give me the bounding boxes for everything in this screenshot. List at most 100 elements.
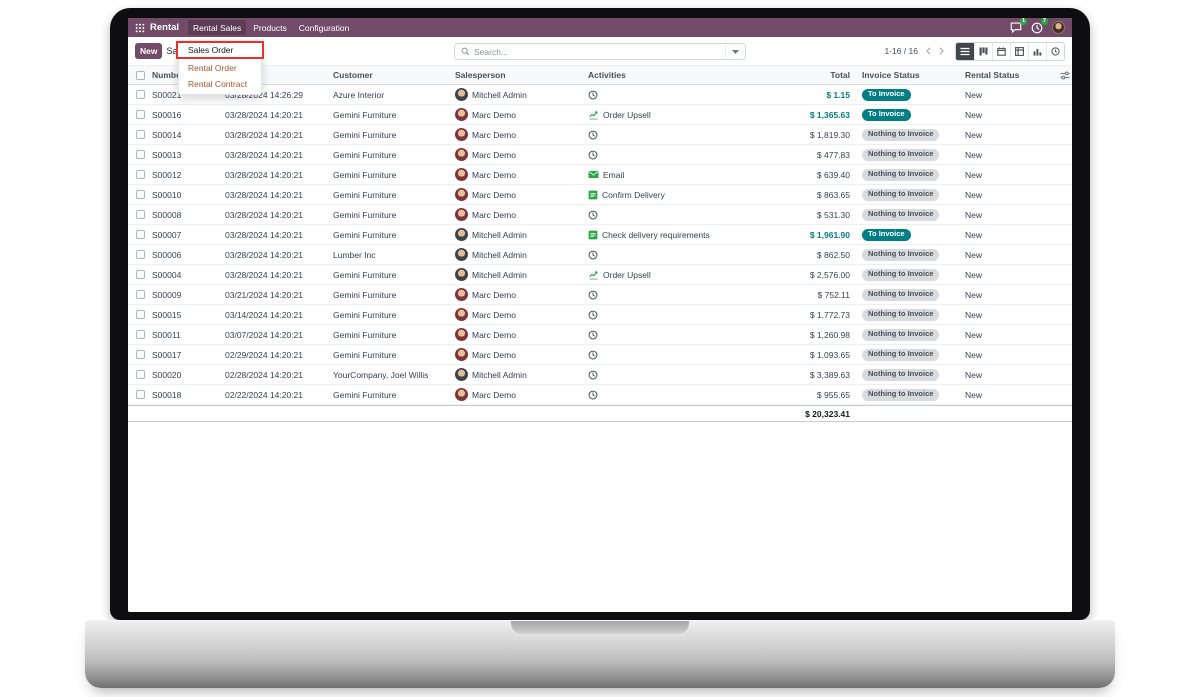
menu-products[interactable]: Products: [253, 22, 287, 33]
salesperson-name: Marc Demo: [472, 129, 516, 140]
dropdown-item-sales-order[interactable]: Sales Order: [176, 41, 264, 59]
customer-name: Gemini Furniture: [333, 329, 397, 340]
row-checkbox[interactable]: [136, 290, 145, 299]
table-row[interactable]: S00010 03/28/2024 14:20:21 Gemini Furnit…: [128, 185, 1072, 205]
row-checkbox[interactable]: [136, 170, 145, 179]
invoice-status-badge: Nothing to Invoice: [862, 168, 940, 181]
clock-icon[interactable]: [588, 370, 598, 380]
row-checkbox[interactable]: [136, 110, 145, 119]
row-checkbox[interactable]: [136, 90, 145, 99]
order-date: 02/22/2024 14:20:21: [225, 389, 303, 400]
header-total[interactable]: Total: [830, 70, 850, 80]
clock-icon[interactable]: [588, 150, 598, 160]
header-salesperson[interactable]: Salesperson: [455, 70, 506, 80]
dropdown-item-rental-order[interactable]: Rental Order: [188, 63, 237, 73]
row-checkbox[interactable]: [136, 250, 145, 259]
activities-icon[interactable]: 7: [1031, 18, 1048, 34]
app-brand[interactable]: Rental: [150, 22, 180, 33]
table-row[interactable]: S00011 03/07/2024 14:20:21 Gemini Furnit…: [128, 325, 1072, 345]
user-avatar[interactable]: [1052, 21, 1065, 34]
table-row[interactable]: S00012 03/28/2024 14:20:21 Gemini Furnit…: [128, 165, 1072, 185]
messages-icon[interactable]: 1: [1010, 18, 1027, 33]
clock-icon[interactable]: [588, 90, 598, 100]
email-icon[interactable]: [588, 170, 599, 179]
new-button[interactable]: New: [135, 43, 163, 59]
customer-name: Gemini Furniture: [333, 269, 397, 280]
graph-view-button[interactable]: [1028, 42, 1046, 60]
adjust-columns-icon[interactable]: [1058, 71, 1072, 80]
row-checkbox[interactable]: [136, 310, 145, 319]
main-menu: Rental Sales Products Configuration: [188, 20, 354, 35]
row-checkbox[interactable]: [136, 350, 145, 359]
clock-icon[interactable]: [588, 330, 598, 340]
table-row[interactable]: S00017 02/29/2024 14:20:21 Gemini Furnit…: [128, 345, 1072, 365]
invoice-status-badge: Nothing to Invoice: [862, 288, 940, 301]
search-input[interactable]: [474, 46, 721, 57]
menu-configuration[interactable]: Configuration: [298, 22, 350, 33]
clock-icon[interactable]: [588, 390, 598, 400]
table-row[interactable]: S00009 03/21/2024 14:20:21 Gemini Furnit…: [128, 285, 1072, 305]
row-checkbox[interactable]: [136, 130, 145, 139]
header-number[interactable]: Number: [152, 70, 185, 80]
order-total: $ 1,961.90: [809, 229, 850, 240]
table-row[interactable]: S00020 02/28/2024 14:20:21 YourCompany, …: [128, 365, 1072, 385]
table-row[interactable]: S00008 03/28/2024 14:20:21 Gemini Furnit…: [128, 205, 1072, 225]
footer-total: $ 20,323.41: [805, 408, 850, 419]
clock-icon[interactable]: [588, 310, 598, 320]
salesperson-name: Marc Demo: [472, 329, 516, 340]
dropdown-item-rental-contract[interactable]: Rental Contract: [188, 79, 248, 89]
table-row[interactable]: S00006 03/28/2024 14:20:21 Lumber Inc Mi…: [128, 245, 1072, 265]
row-checkbox[interactable]: [136, 390, 145, 399]
row-checkbox[interactable]: [136, 270, 145, 279]
list-view-button[interactable]: [956, 42, 974, 60]
salesperson-avatar: [455, 188, 468, 201]
tasks-icon[interactable]: [588, 230, 598, 240]
table-row[interactable]: S00021 03/28/2024 14:26:29 Azure Interio…: [128, 85, 1072, 105]
menu-rental-sales[interactable]: Rental Sales: [188, 20, 247, 35]
row-checkbox[interactable]: [136, 210, 145, 219]
table-row[interactable]: S00016 03/28/2024 14:20:21 Gemini Furnit…: [128, 105, 1072, 125]
row-checkbox[interactable]: [136, 190, 145, 199]
rental-status: New: [965, 249, 983, 260]
search-dropdown-toggle[interactable]: [725, 46, 739, 57]
table-row[interactable]: S00013 03/28/2024 14:20:21 Gemini Furnit…: [128, 145, 1072, 165]
table-row[interactable]: S00007 03/28/2024 14:20:21 Gemini Furnit…: [128, 225, 1072, 245]
clock-icon[interactable]: [588, 210, 598, 220]
chart-icon[interactable]: [588, 110, 599, 120]
table-row[interactable]: S00014 03/28/2024 14:20:21 Gemini Furnit…: [128, 125, 1072, 145]
clock-icon[interactable]: [588, 130, 598, 140]
order-total: $ 477.83: [816, 149, 850, 160]
table-row[interactable]: S00004 03/28/2024 14:20:21 Gemini Furnit…: [128, 265, 1072, 285]
chart-icon[interactable]: [588, 270, 599, 280]
header-activities[interactable]: Activities: [588, 70, 626, 80]
pager-next-button[interactable]: [935, 44, 948, 59]
kanban-view-button[interactable]: [974, 42, 992, 60]
order-date: 03/21/2024 14:20:21: [225, 289, 303, 300]
table-row[interactable]: S00015 03/14/2024 14:20:21 Gemini Furnit…: [128, 305, 1072, 325]
apps-grid-icon[interactable]: [135, 23, 145, 33]
pivot-view-button[interactable]: [1010, 42, 1028, 60]
clock-icon[interactable]: [588, 290, 598, 300]
row-checkbox[interactable]: [136, 330, 145, 339]
tasks-icon[interactable]: [588, 190, 598, 200]
row-checkbox[interactable]: [136, 150, 145, 159]
header-customer[interactable]: Customer: [333, 70, 373, 80]
clock-icon[interactable]: [588, 250, 598, 260]
select-all-checkbox[interactable]: [136, 70, 145, 80]
table-row[interactable]: S00018 02/22/2024 14:20:21 Gemini Furnit…: [128, 385, 1072, 405]
invoice-status-badge: Nothing to Invoice: [862, 308, 940, 321]
clock-icon[interactable]: [588, 350, 598, 360]
calendar-view-button[interactable]: [992, 42, 1010, 60]
rental-status: New: [965, 169, 983, 180]
header-rental-status[interactable]: Rental Status: [965, 70, 1020, 80]
row-checkbox[interactable]: [136, 370, 145, 379]
row-checkbox[interactable]: [136, 230, 145, 239]
rental-status: New: [965, 329, 983, 340]
pager-previous-button[interactable]: [922, 44, 935, 59]
salesperson-name: Marc Demo: [472, 209, 516, 220]
salesperson-avatar: [455, 228, 468, 241]
activity-view-button[interactable]: [1046, 42, 1064, 60]
order-total: $ 1,093.65: [809, 349, 850, 360]
order-date: 03/14/2024 14:20:21: [225, 309, 303, 320]
header-invoice-status[interactable]: Invoice Status: [862, 70, 920, 80]
